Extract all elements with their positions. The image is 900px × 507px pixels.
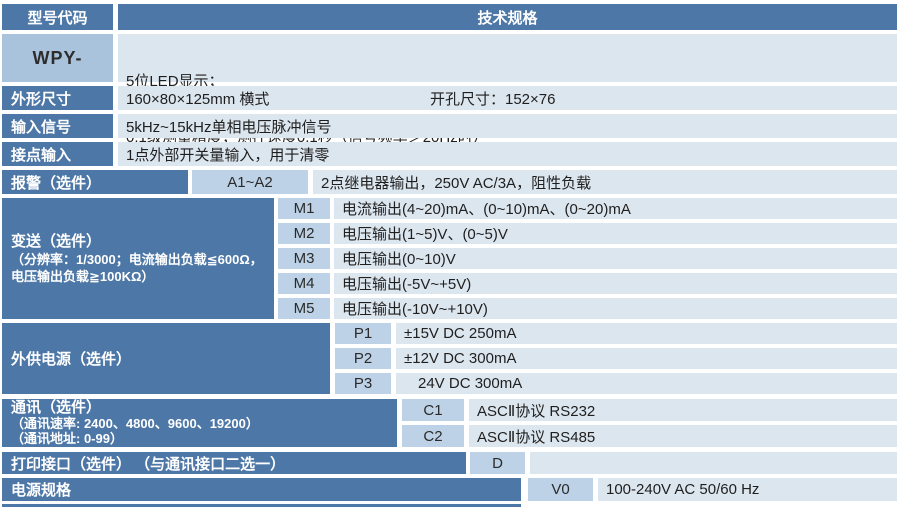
p3-value: 24V DC 300mA — [418, 375, 523, 392]
power-spec-code-cell: V0 — [528, 478, 593, 501]
p3-code: P3 — [353, 375, 373, 392]
aux-power-option-p2-code: P2 — [335, 348, 391, 369]
m4-code: M4 — [293, 275, 315, 292]
alarm-value-cell: 2点继电器输出，250V AC/3A，阻性负载 — [313, 170, 897, 194]
m3-code: M3 — [293, 250, 315, 267]
alarm-label-text: 报警（选件） — [11, 174, 102, 192]
m5-code: M5 — [293, 300, 315, 317]
m2-value: 电压输出(1~5)V、(0~5)V — [342, 226, 508, 243]
p1-value: ±15V DC 250mA — [404, 325, 517, 342]
transmit-option-m4-value: 电压输出(-5V~+5V) — [334, 273, 897, 294]
aux-power-option-p3-value: 24V DC 300mA — [396, 373, 897, 394]
c2-code: C2 — [423, 427, 443, 445]
m1-value: 电流输出(4~20)mA、(0~10)mA、(0~20)mA — [342, 201, 631, 218]
transmit-option-m3-code: M3 — [278, 248, 330, 269]
hole-size-value: 开孔尺寸：152×76 — [430, 90, 556, 108]
power-spec-label-text: 电源规格 — [11, 482, 72, 499]
dimension-value: 160×80×125mm 横式 — [126, 90, 270, 108]
transmit-label-note: （分辨率：1/3000；电流输出负载≦600Ω，电压输出负载≧100KΩ） — [11, 252, 263, 284]
power-spec-label: 电源规格 — [2, 478, 521, 501]
power-spec-value-cell: 100-240V AC 50/60 Hz — [598, 478, 897, 501]
aux-power-option-p1-code: P1 — [335, 323, 391, 344]
contact-input-value-cell: 1点外部开关量输入，用于清零 — [118, 142, 897, 166]
transmit-option-m1-value: 电流输出(4~20)mA、(0~10)mA、(0~20)mA — [334, 198, 897, 219]
transmit-option-m2-value: 电压输出(1~5)V、(0~5)V — [334, 223, 897, 244]
comm-option-c1-value: ASCⅡ协议 RS232 — [469, 399, 897, 421]
comm-label-title: 通讯（选件） — [11, 399, 102, 416]
transmit-option-m3-value: 电压输出(0~10)V — [334, 248, 897, 269]
header-tech-spec-cell: 技术规格 — [118, 4, 897, 30]
alarm-label: 报警（选件） — [2, 170, 188, 194]
aux-power-option-p2-value: ±12V DC 300mA — [396, 348, 897, 369]
input-signal-value: 5kHz~15kHz单相电压脉冲信号 — [126, 118, 332, 136]
print-interface-code-cell: D — [470, 452, 525, 474]
m4-value: 电压输出(-5V~+5V) — [342, 276, 472, 293]
comm-option-c2-value: ASCⅡ协议 RS485 — [469, 425, 897, 447]
v0-value: 100-240V AC 50/60 Hz — [606, 481, 760, 498]
transmit-option-m4-code: M4 — [278, 273, 330, 294]
aux-power-option-p3-code: P3 — [335, 373, 391, 394]
comm-option-c2-code: C2 — [402, 425, 464, 447]
header-tech-spec-label: 技术规格 — [477, 9, 538, 27]
print-interface-label-text: 打印接口（选件） （与通讯接口二选一） — [11, 455, 286, 473]
comm-label: 通讯（选件） （通讯速率: 2400、4800、9600、19200） （通讯地… — [2, 399, 397, 447]
m3-value: 电压输出(0~10)V — [342, 251, 456, 268]
input-signal-label-text: 输入信号 — [11, 118, 72, 136]
aux-power-label: 外供电源（选件） — [2, 323, 330, 394]
display-spec-line1: 5位LED显示； — [126, 73, 224, 90]
v0-code: V0 — [551, 481, 570, 498]
transmit-option-m5-value: 电压输出(-10V~+10V) — [334, 298, 897, 319]
transmit-option-m5-code: M5 — [278, 298, 330, 319]
input-signal-value-cell: 5kHz~15kHz单相电压脉冲信号 — [118, 114, 897, 138]
p2-code: P2 — [353, 350, 373, 367]
dimension-label: 外形尺寸 — [2, 86, 113, 110]
m2-code: M2 — [293, 225, 315, 242]
aux-power-label-text: 外供电源（选件） — [11, 351, 132, 368]
transmit-label: 变送（选件） （分辨率：1/3000；电流输出负载≦600Ω，电压输出负载≧10… — [2, 198, 274, 319]
print-interface-value-cell — [530, 452, 897, 474]
alarm-code-cell: A1~A2 — [192, 170, 308, 194]
aux-power-option-p1-value: ±15V DC 250mA — [396, 323, 897, 344]
transmit-option-m2-code: M2 — [278, 223, 330, 244]
clipped-next-row-bar — [2, 504, 521, 507]
c2-value: ASCⅡ协议 RS485 — [477, 428, 596, 446]
dimension-label-text: 外形尺寸 — [11, 90, 72, 108]
transmit-label-title: 变送（选件） — [11, 233, 102, 250]
m1-code: M1 — [293, 200, 315, 217]
c1-value: ASCⅡ协议 RS232 — [477, 402, 596, 420]
comm-label-note2: （通讯地址: 0-99） — [11, 431, 123, 446]
comm-label-note1: （通讯速率: 2400、4800、9600、19200） — [11, 416, 259, 431]
c1-code: C1 — [423, 401, 443, 419]
header-model-code-cell: 型号代码 — [2, 4, 113, 30]
input-signal-label: 输入信号 — [2, 114, 113, 138]
m5-value: 电压输出(-10V~+10V) — [342, 301, 488, 318]
header-model-code-label: 型号代码 — [27, 9, 88, 27]
d-code: D — [492, 454, 503, 472]
display-spec-cell: 5位LED显示； 0.1级测量精度；测控速度0.1秒（信号频率＞20Hz时） — [118, 34, 897, 146]
contact-input-value: 1点外部开关量输入，用于清零 — [126, 146, 330, 164]
contact-input-label-text: 接点输入 — [11, 146, 72, 164]
model-code-cell: WPY- — [2, 34, 113, 82]
model-code-text: WPY- — [32, 47, 83, 68]
alarm-code: A1~A2 — [227, 173, 273, 191]
transmit-option-m1-code: M1 — [278, 198, 330, 219]
comm-option-c1-code: C1 — [402, 399, 464, 421]
contact-input-label: 接点输入 — [2, 142, 113, 166]
p1-code: P1 — [353, 325, 373, 342]
dimension-value-cell: 160×80×125mm 横式 开孔尺寸：152×76 — [118, 86, 897, 110]
print-interface-label: 打印接口（选件） （与通讯接口二选一） — [2, 452, 466, 474]
p2-value: ±12V DC 300mA — [404, 350, 517, 367]
alarm-value: 2点继电器输出，250V AC/3A，阻性负载 — [321, 174, 592, 192]
